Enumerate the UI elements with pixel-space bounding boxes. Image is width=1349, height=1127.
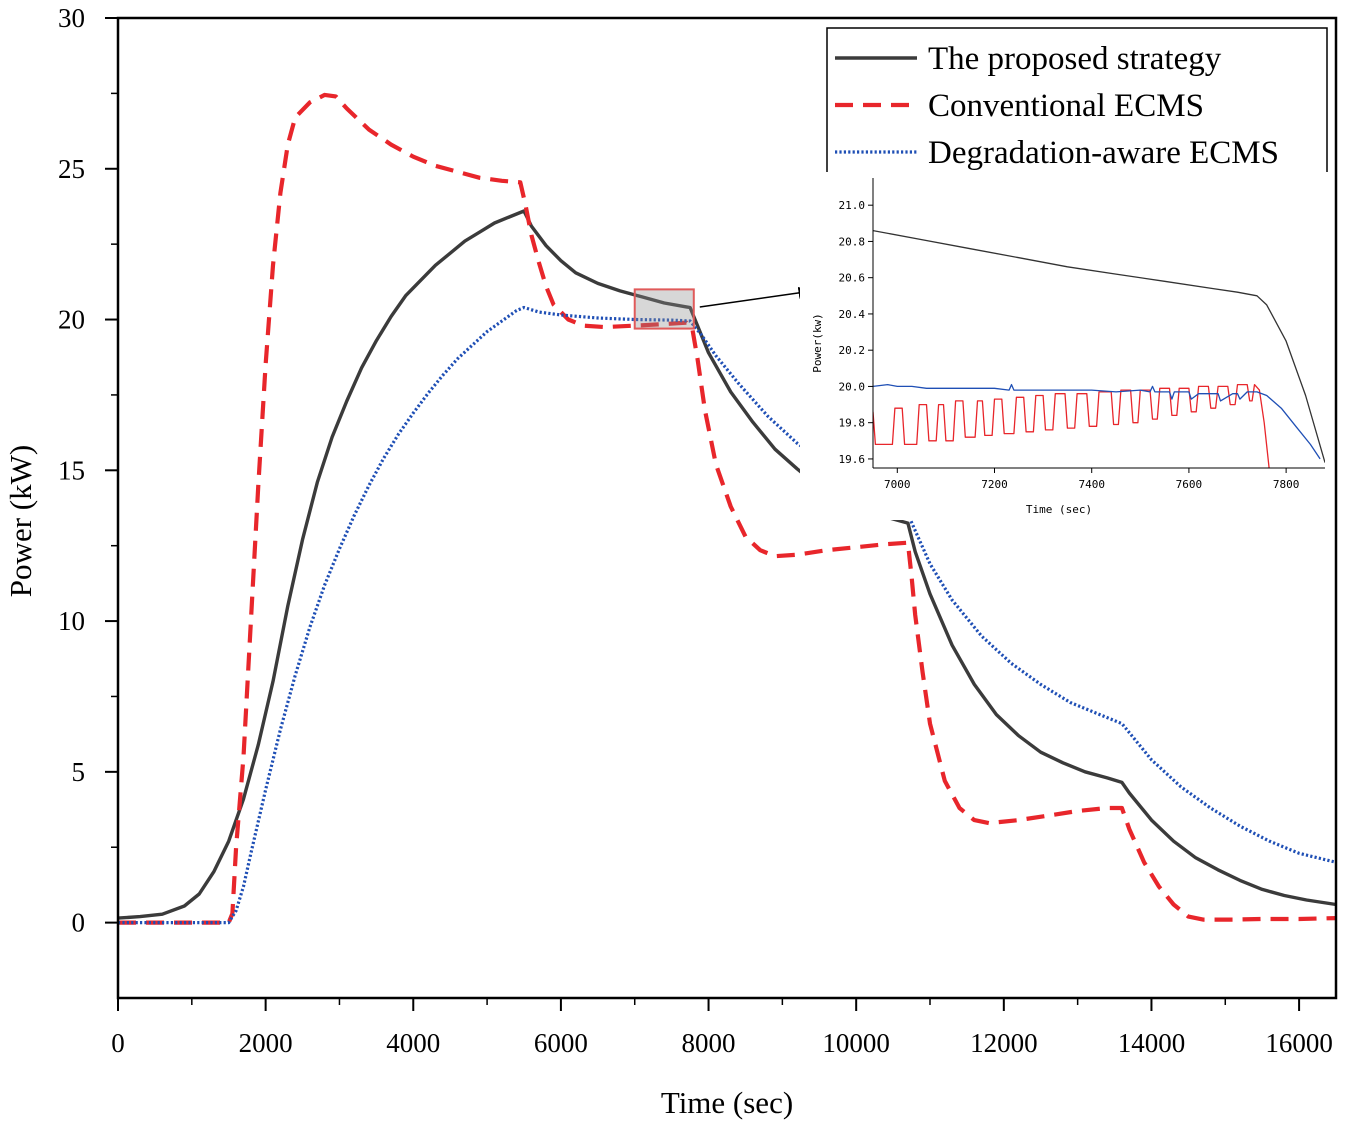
y-tick-label: 25 (58, 154, 85, 184)
inset-lines (873, 229, 1325, 468)
zoom-inset: 7000 7200 7400 7600 7800 19.6 19.8 20.0 20.2 20.4… (800, 172, 1330, 520)
x-tick-label: 8000 (682, 1028, 736, 1058)
x-tick-label: 0 (111, 1028, 125, 1058)
y-tick-label: 15 (58, 455, 85, 485)
inset-x-tick-label: 7800 (1273, 478, 1300, 491)
y-tick-label: 20 (58, 305, 85, 335)
x-tick-label: 14000 (1118, 1028, 1186, 1058)
inset-y-tick-label: 19.8 (839, 417, 866, 430)
plot-frame (116, 16, 1338, 1000)
inset-x-tick-label: 7000 (884, 478, 911, 491)
inset-y-tick-label: 21.0 (839, 199, 866, 212)
x-tick-label: 16000 (1265, 1028, 1333, 1058)
inset-y-tick-label: 20.2 (839, 344, 866, 357)
x-tick-label: 6000 (534, 1028, 588, 1058)
x-tick-label: 4000 (386, 1028, 440, 1058)
inset-y-axis-title: Power(kw) (811, 313, 824, 373)
inset-x-tick-label: 7200 (981, 478, 1008, 491)
legend-label-0: The proposed strategy (928, 41, 1222, 77)
inset-y-tick-label: 20.4 (839, 308, 866, 321)
y-tick-label: 5 (72, 757, 86, 787)
y-axis-title: Power (kW) (3, 445, 38, 597)
inset-series-line-2 (873, 383, 1321, 460)
inset-y-tick-label: 20.8 (839, 235, 866, 248)
inset-y-tick-label: 20.6 (839, 272, 866, 285)
legend: The proposed strategy Conventional ECMS De… (826, 27, 1328, 175)
x-tick-label: 12000 (970, 1028, 1038, 1058)
inset-y-tick-label: 20.0 (839, 380, 866, 393)
y-tick-label: 0 (72, 908, 86, 938)
main-plot: 0 2000 4000 6000 8000 10000 12000 14000 16000 0 5 1… (58, 3, 1338, 1058)
zoom-arrow (699, 286, 814, 308)
x-tick-label: 2000 (239, 1028, 293, 1058)
legend-box (826, 27, 1328, 175)
x-tick-label: 10000 (822, 1028, 890, 1058)
inset-x-tick-label: 7600 (1176, 478, 1203, 491)
inset-series-line-0 (873, 229, 1325, 463)
zoom-box (633, 288, 695, 330)
series-line-1 (118, 92, 1337, 925)
y-tick-label: 10 (58, 606, 85, 636)
inset-x-tick-label: 7400 (1078, 478, 1105, 491)
inset-series-line-1 (873, 383, 1270, 468)
inset-x-axis-title: Time (sec) (1026, 503, 1092, 516)
inset-background (800, 172, 1330, 520)
series-line-2 (118, 305, 1337, 925)
legend-label-2: Degradation-aware ECMS (928, 135, 1279, 171)
y-tick-label: 30 (58, 3, 85, 33)
inset-y-tick-label: 19.6 (839, 453, 866, 466)
legend-label-1: Conventional ECMS (928, 88, 1204, 124)
series-line-0 (117, 209, 1337, 920)
x-axis-title: Time (sec) (661, 1085, 793, 1120)
